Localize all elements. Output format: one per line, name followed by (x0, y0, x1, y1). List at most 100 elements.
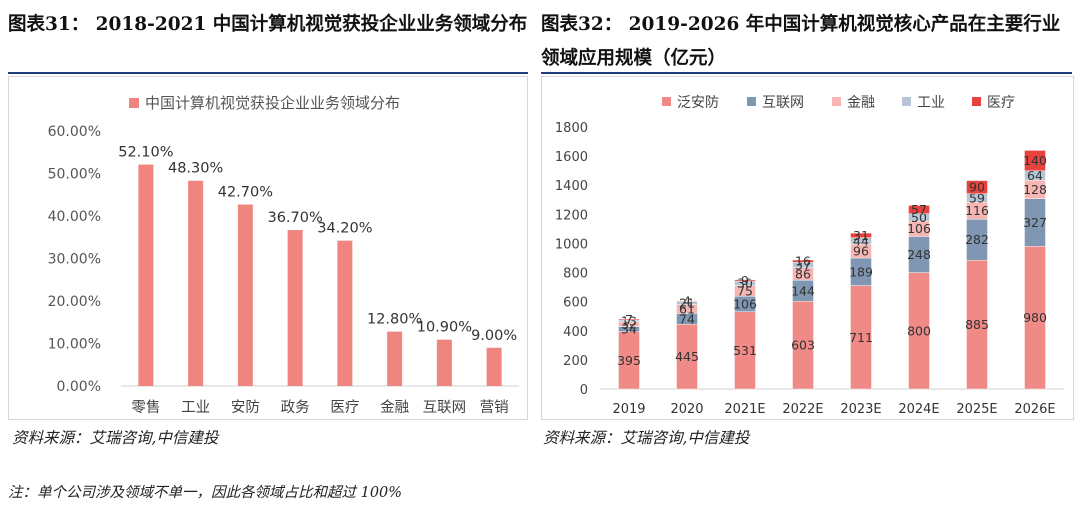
stacked-bar-segment (792, 259, 814, 263)
bar-value-label: 34.20% (317, 221, 372, 237)
segment-value-label: 4 (683, 294, 691, 309)
segment-value-label: 90 (969, 180, 985, 195)
left-source: 资料来源：艾瑞咨询,中信建投 (12, 429, 219, 447)
x-tick-label: 互联网 (423, 399, 467, 416)
segment-value-label: 189 (849, 264, 873, 279)
stacked-bar-segment (618, 318, 640, 321)
segment-value-label: 61 (679, 302, 695, 317)
segment-value-label: 7 (625, 312, 633, 327)
bar (237, 204, 253, 386)
bar (337, 240, 353, 386)
y-tick-label: 1800 (555, 121, 588, 136)
y-tick-label: 600 (563, 296, 588, 311)
segment-value-label: 116 (965, 203, 989, 218)
segment-value-label: 64 (1027, 168, 1043, 183)
y-tick-label: 0.00% (57, 379, 101, 395)
right-chart-box: 泛安防 互联网 金融 工业 医疗 0 200 400 600 800 1000 1200 1400 160… (541, 76, 1074, 420)
y-tick-label: 1200 (555, 208, 588, 223)
x-tick-label: 2020 (670, 402, 703, 417)
segment-value-label: 9 (741, 273, 749, 288)
bar-value-label: 36.70% (267, 210, 322, 226)
x-tick-label: 零售 (131, 399, 160, 416)
x-tick-label: 2021E (724, 402, 765, 417)
stacked-bar-segment (850, 232, 872, 238)
bar-value-label: 48.30% (168, 161, 223, 177)
segment-value-label: 885 (965, 317, 989, 332)
legend-label: 互联网 (762, 95, 804, 111)
segment-value-label: 74 (679, 311, 695, 326)
y-tick-label: 0 (580, 383, 588, 398)
left-bar-chart: 中国计算机视觉获投企业业务领域分布 0.00% 10.00% 20.00% 30.00%… (48, 94, 519, 416)
x-tick-label: 2019 (612, 402, 645, 417)
y-tick-label: 800 (563, 267, 588, 282)
bar (387, 331, 403, 386)
right-stacked-bar-chart: 泛安防 互联网 金融 工业 医疗 0 200 400 600 800 1000 1200 1400 160… (555, 95, 1064, 417)
segment-value-label: 282 (965, 232, 989, 247)
bar (436, 339, 452, 386)
stacked-bar-segment (734, 279, 756, 282)
segment-value-label: 13 (621, 313, 637, 328)
segment-value-label: 395 (617, 353, 641, 368)
stacked-bar-segment (1024, 150, 1046, 172)
segment-value-label: 106 (907, 221, 931, 236)
bar-value-label: 9.00% (471, 328, 517, 344)
segment-value-label: 86 (795, 267, 811, 282)
y-tick-label: 1400 (555, 179, 588, 194)
segment-value-label: 128 (1023, 182, 1047, 197)
legend-swatch (902, 97, 911, 106)
legend-swatch (129, 98, 139, 108)
bar-value-label: 52.10% (118, 145, 173, 161)
y-tick-label: 40.00% (48, 209, 101, 225)
right-source: 资料来源：艾瑞咨询,中信建投 (543, 429, 750, 447)
bar-value-label: 42.70% (218, 185, 273, 201)
x-tick-label: 政务 (281, 399, 310, 416)
y-tick-label: 60.00% (48, 124, 101, 140)
left-title-rule (8, 72, 528, 74)
legend-label: 中国计算机视觉获投企业业务领域分布 (145, 94, 400, 112)
segment-value-label: 603 (791, 338, 815, 353)
segment-value-label: 57 (911, 202, 927, 217)
x-tick-label: 安防 (231, 399, 260, 416)
x-tick-label: 2022E (782, 402, 823, 417)
legend-label: 医疗 (987, 95, 1015, 111)
y-tick-label: 1600 (555, 150, 588, 165)
segment-value-label: 144 (791, 283, 815, 298)
segment-value-label: 96 (853, 244, 869, 259)
x-tick-label: 医疗 (330, 399, 359, 416)
y-tick-label: 20.00% (48, 294, 101, 310)
segment-value-label: 327 (1023, 215, 1047, 230)
legend-swatch (747, 97, 756, 106)
segment-value-label: 248 (907, 247, 931, 262)
x-tick-label: 工业 (181, 399, 210, 416)
segment-value-label: 21 (679, 296, 695, 311)
bar-value-label: 10.90% (417, 320, 472, 336)
legend-label: 金融 (847, 95, 875, 111)
bar (188, 180, 204, 386)
legend-swatch (972, 97, 981, 106)
y-tick-label: 10.00% (48, 337, 101, 353)
segment-value-label: 140 (1023, 153, 1047, 168)
segment-value-label: 445 (675, 349, 699, 364)
bar (138, 164, 154, 386)
bar (486, 347, 502, 386)
segment-value-label: 75 (737, 283, 753, 298)
left-panel-title: 图表31： 2018-2021 中国计算机视觉获投企业业务领域分布 (8, 14, 528, 35)
y-tick-label: 400 (563, 325, 588, 340)
x-tick-label: 2026E (1014, 402, 1055, 417)
x-tick-label: 2024E (898, 402, 939, 417)
bar (287, 230, 303, 386)
legend-swatch (662, 97, 671, 106)
y-tick-label: 50.00% (48, 167, 101, 183)
x-tick-label: 金融 (380, 399, 409, 416)
stacked-bar-segment (966, 180, 988, 194)
legend-label: 工业 (917, 95, 945, 111)
right-panel-title-line1: 图表32： 2019-2026 年中国计算机视觉核心产品在主要行业 (541, 14, 1061, 35)
legend-swatch (832, 97, 841, 106)
footnote: 注：单个公司涉及领域不单一，因此各领域占比和超过 100% (8, 485, 403, 501)
legend-label: 泛安防 (677, 95, 719, 111)
stacked-bar-segment (676, 300, 698, 302)
segment-value-label: 59 (969, 190, 985, 205)
segment-value-label: 31 (853, 228, 869, 243)
segment-value-label: 16 (795, 254, 811, 269)
x-tick-label: 2023E (840, 402, 881, 417)
